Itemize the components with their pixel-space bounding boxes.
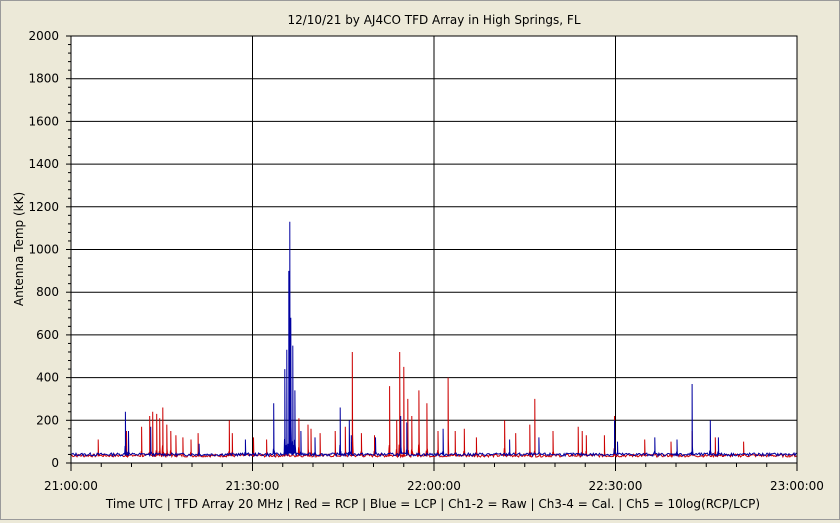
y-tick-label: 400 bbox=[36, 371, 59, 385]
y-tick-label: 1200 bbox=[28, 200, 59, 214]
traces bbox=[70, 221, 798, 459]
y-tick-label: 2000 bbox=[28, 29, 59, 43]
x-tick-label: 23:00:00 bbox=[770, 479, 824, 493]
y-axis: 0 200 400 600 800 1000 1200 1400 1600 1800 2000 bbox=[28, 29, 71, 470]
x-tick-label: 21:00:00 bbox=[44, 479, 98, 493]
y-tick-label: 800 bbox=[36, 285, 59, 299]
y-tick-label: 1400 bbox=[28, 157, 59, 171]
y-tick-label: 600 bbox=[36, 328, 59, 342]
x-tick-label: 21:30:00 bbox=[226, 479, 280, 493]
x-axis: 21:00:00 21:30:00 22:00:00 22:30:00 23:00:00 bbox=[44, 463, 824, 493]
x-tick-label: 22:00:00 bbox=[407, 479, 461, 493]
series-line-rcp bbox=[70, 351, 798, 459]
y-tick-label: 1800 bbox=[28, 72, 59, 86]
y-tick-label: 1600 bbox=[28, 114, 59, 128]
y-tick-label: 1000 bbox=[28, 243, 59, 257]
y-tick-label: 200 bbox=[36, 413, 59, 427]
chart-title: 12/10/21 by AJ4CO TFD Array in High Spri… bbox=[287, 13, 580, 27]
x-tick-label: 22:30:00 bbox=[589, 479, 643, 493]
y-axis-label: Antenna Temp (kK) bbox=[12, 192, 26, 306]
footer-caption: Time UTC | TFD Array 20 MHz | Red = RCP … bbox=[105, 497, 760, 511]
y-tick-label: 0 bbox=[51, 456, 59, 470]
grid bbox=[71, 36, 797, 463]
series-line-lcp bbox=[70, 221, 798, 458]
